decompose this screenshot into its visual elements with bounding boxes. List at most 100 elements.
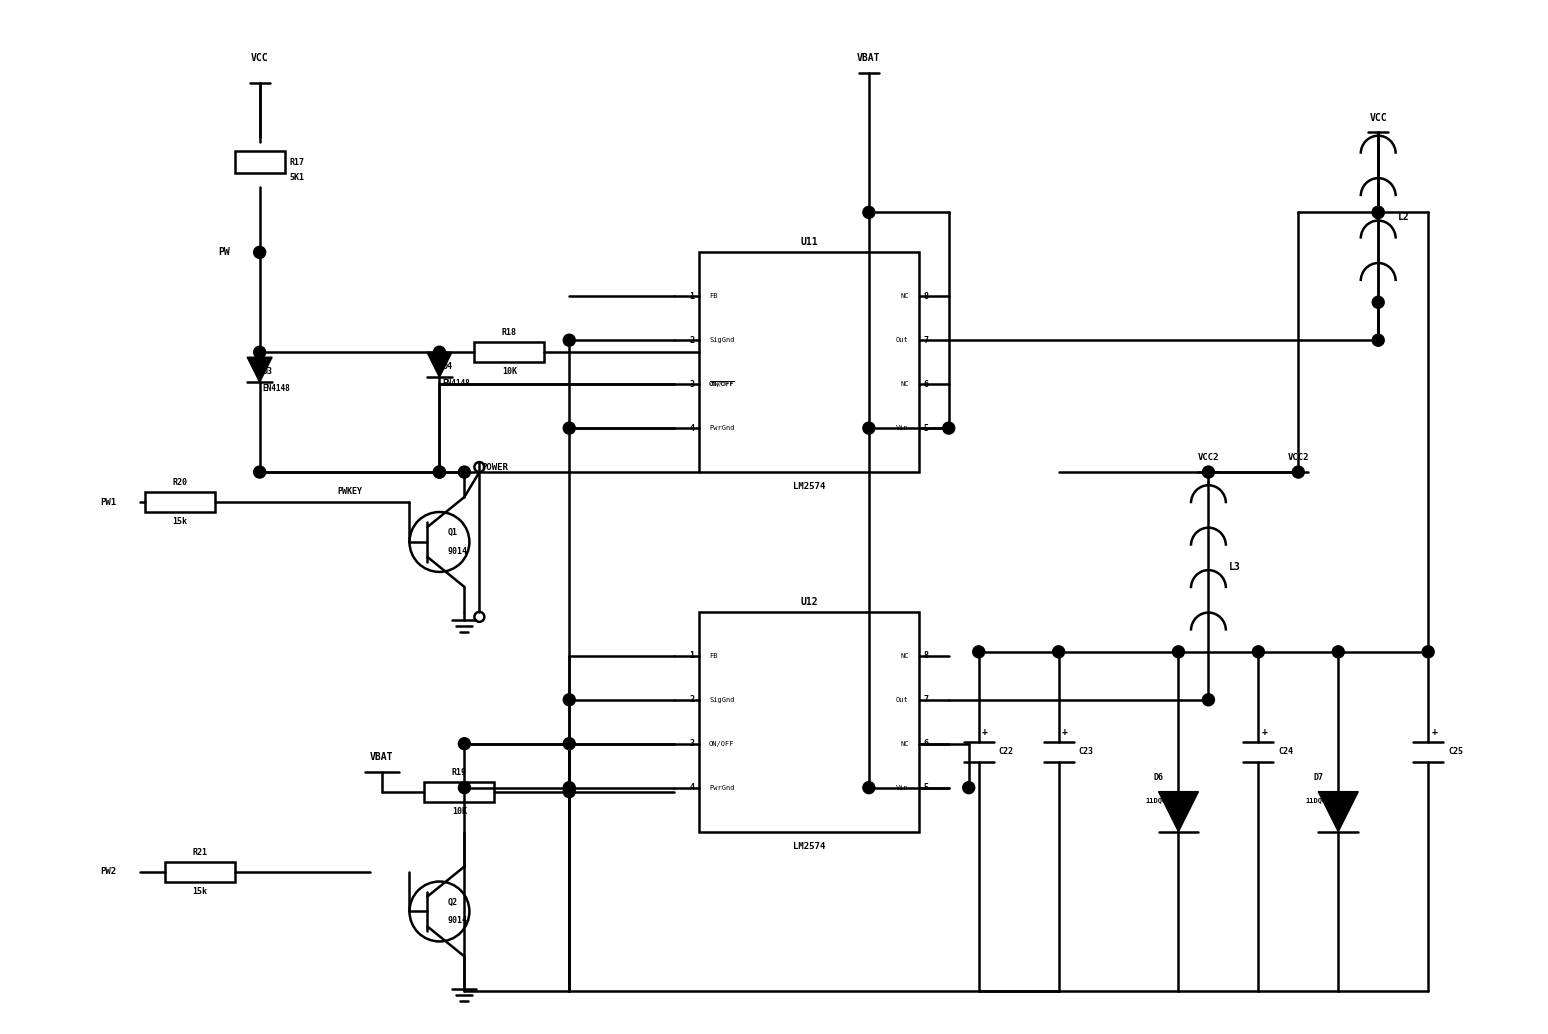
Text: 3: 3 (689, 379, 694, 389)
Text: Vin: Vin (896, 785, 909, 791)
Text: 7: 7 (924, 336, 929, 344)
Text: 9014: 9014 (447, 547, 467, 556)
Circle shape (1053, 646, 1065, 658)
Text: PW2: PW2 (101, 868, 116, 876)
Text: +: + (1432, 727, 1437, 736)
Circle shape (1372, 334, 1384, 346)
Text: D3: D3 (263, 367, 272, 376)
Text: ON/OFF: ON/OFF (709, 382, 735, 387)
Text: Q2: Q2 (447, 898, 457, 907)
Text: 5K1: 5K1 (289, 173, 305, 182)
Text: NC: NC (901, 382, 909, 387)
Text: 8: 8 (924, 651, 929, 661)
Circle shape (433, 466, 446, 478)
Text: D6: D6 (1153, 772, 1164, 782)
Text: PwrGnd: PwrGnd (709, 425, 735, 431)
Circle shape (1423, 646, 1433, 658)
Circle shape (862, 207, 875, 218)
Text: VCC2: VCC2 (1198, 453, 1220, 462)
Circle shape (563, 422, 576, 434)
Text: PwrGnd: PwrGnd (709, 785, 735, 791)
Bar (700, 612, 920, 831)
Text: $\overline{\mathrm{ON/OFF}}$: $\overline{\mathrm{ON/OFF}}$ (709, 379, 735, 389)
Text: LM2574: LM2574 (793, 842, 825, 851)
Text: D4: D4 (443, 362, 452, 371)
Text: 8: 8 (924, 292, 929, 301)
Circle shape (458, 466, 471, 478)
Text: VCC: VCC (1370, 113, 1387, 122)
Text: NC: NC (901, 740, 909, 747)
Text: PW: PW (218, 247, 229, 257)
Circle shape (862, 782, 875, 794)
Text: EN4148: EN4148 (443, 379, 471, 388)
Text: Out: Out (896, 697, 909, 703)
Text: 10K: 10K (452, 807, 467, 816)
Text: NC: NC (901, 652, 909, 659)
Text: 15k: 15k (192, 886, 207, 895)
Text: U11: U11 (800, 238, 817, 247)
Text: 11DQ06: 11DQ06 (1305, 796, 1331, 802)
Text: D7: D7 (1313, 772, 1324, 782)
Circle shape (433, 346, 446, 358)
Text: VBAT: VBAT (858, 53, 881, 63)
Text: Out: Out (896, 337, 909, 343)
Text: 2: 2 (689, 695, 694, 704)
Text: C22: C22 (998, 748, 1014, 756)
Text: L3: L3 (1229, 561, 1240, 572)
Text: LM2574: LM2574 (793, 482, 825, 491)
Circle shape (563, 782, 576, 794)
Text: 4: 4 (689, 424, 694, 432)
Circle shape (1203, 694, 1215, 706)
Text: SigGnd: SigGnd (709, 697, 735, 703)
Circle shape (963, 782, 975, 794)
Text: 6: 6 (924, 739, 929, 749)
Bar (235, 151, 285, 174)
Bar (164, 861, 235, 882)
Text: VCC: VCC (251, 53, 268, 63)
Circle shape (1203, 466, 1215, 478)
Circle shape (458, 782, 471, 794)
Circle shape (862, 422, 875, 434)
Text: 6: 6 (924, 379, 929, 389)
Text: 5: 5 (924, 424, 929, 432)
Text: 11DQ06: 11DQ06 (1146, 796, 1172, 802)
Polygon shape (1319, 792, 1358, 831)
Text: C24: C24 (1279, 748, 1293, 756)
Text: +: + (1262, 727, 1268, 736)
Circle shape (1372, 207, 1384, 218)
Text: NC: NC (901, 294, 909, 299)
Text: FB: FB (709, 294, 718, 299)
Text: VBAT: VBAT (370, 752, 393, 762)
Bar (700, 252, 920, 473)
Text: R18: R18 (502, 328, 517, 337)
Text: 1: 1 (689, 292, 694, 301)
Circle shape (1372, 297, 1384, 308)
Text: 4: 4 (689, 783, 694, 792)
Text: POWER: POWER (481, 463, 508, 473)
Text: 1: 1 (689, 651, 694, 661)
Circle shape (563, 786, 576, 797)
Text: PWKEY: PWKEY (337, 487, 362, 496)
Circle shape (433, 466, 446, 478)
Bar (474, 342, 545, 362)
Circle shape (1252, 646, 1265, 658)
Circle shape (1333, 646, 1344, 658)
Text: FB: FB (709, 652, 718, 659)
Circle shape (254, 246, 266, 258)
Text: C25: C25 (1447, 748, 1463, 756)
Circle shape (563, 694, 576, 706)
Text: R19: R19 (452, 767, 467, 777)
Text: 2: 2 (689, 336, 694, 344)
Bar (424, 782, 494, 801)
Text: +: + (981, 727, 988, 736)
Circle shape (1293, 466, 1305, 478)
Circle shape (563, 737, 576, 750)
Circle shape (458, 737, 471, 750)
Text: 10K: 10K (502, 367, 517, 376)
Text: 5: 5 (924, 783, 929, 792)
Circle shape (1372, 207, 1384, 218)
Polygon shape (1158, 792, 1198, 831)
Text: R21: R21 (192, 848, 207, 856)
Circle shape (972, 646, 985, 658)
Text: 7: 7 (924, 695, 929, 704)
